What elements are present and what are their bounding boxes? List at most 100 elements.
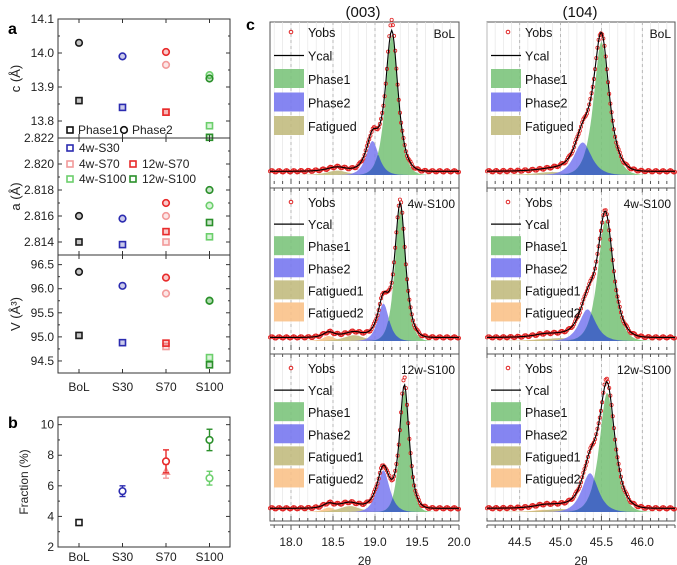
yobs-point xyxy=(387,34,392,39)
x-tick-label: S100 xyxy=(195,550,223,564)
area-phase2 xyxy=(270,141,459,175)
legend-label: Phase2 xyxy=(132,123,173,137)
legend-label: Ycal xyxy=(308,50,332,64)
plot-frame xyxy=(57,137,231,256)
legend-label: Fatigued1 xyxy=(525,284,581,298)
legend-swatch-fatigued1 xyxy=(274,446,304,466)
y-tick-label: 94.5 xyxy=(31,354,55,368)
data-point xyxy=(205,435,214,445)
legend-label: Phase1 xyxy=(308,73,350,87)
legend-swatch-fatigued1 xyxy=(274,280,304,300)
y-tick-label: 2 xyxy=(47,540,54,554)
sample-label: 4w-S100 xyxy=(408,197,456,211)
legend-swatch-phase1 xyxy=(274,236,304,256)
y-tick-label: 2.818 xyxy=(24,183,54,197)
data-point xyxy=(118,338,127,347)
data-point xyxy=(74,38,84,47)
legend-swatch-fatigued xyxy=(491,116,521,135)
area-phase2 xyxy=(487,473,675,512)
legend-label: 4w-S70 xyxy=(79,157,120,171)
legend-label: Phase1 xyxy=(525,73,567,87)
legend-swatch-phase2 xyxy=(274,424,304,444)
legend-swatch-fatigued2 xyxy=(274,302,304,322)
legend-label: Phase1 xyxy=(525,240,567,254)
data-point xyxy=(162,227,170,236)
legend-label: Yobs xyxy=(308,362,335,376)
legend-label: Yobs xyxy=(525,196,552,210)
yobs-point xyxy=(392,33,397,38)
legend-label: Phase1 xyxy=(308,406,350,420)
data-point xyxy=(75,331,83,340)
data-point xyxy=(118,281,127,290)
data-point xyxy=(75,518,83,527)
pattern-12w-S100: 12w-S100 Yobs Ycal Phase1 Phase2 Fatigued1 Fat… xyxy=(484,353,677,530)
data-point xyxy=(75,96,83,105)
legend-label: Fatigued1 xyxy=(308,284,364,298)
data-point xyxy=(118,240,127,249)
legend-label: Fatigued2 xyxy=(308,472,364,486)
legend: Yobs Ycal Phase1 Phase2 Fatigued xyxy=(274,26,357,135)
legend-marker xyxy=(66,126,74,134)
legend-marker xyxy=(119,125,129,135)
legend-label: Phase1 xyxy=(308,240,350,254)
plot-frame xyxy=(269,21,460,522)
data-point xyxy=(162,108,170,116)
area-fatigued1 xyxy=(487,509,675,512)
legend-swatch-phase1 xyxy=(274,402,304,422)
ycal-line xyxy=(487,31,675,172)
y-tick-label: 2.816 xyxy=(24,209,54,223)
legend-swatch-fatigued xyxy=(274,116,304,135)
y-tick-label: 96.5 xyxy=(31,258,55,272)
subplot-fraction: 10 8 6 4 2 BoL S30 S70 S100 Fraction (%) xyxy=(17,416,231,564)
y-tick-label: 13.8 xyxy=(31,114,55,128)
pattern-4w-S100: 4w-S100 Yobs Ycal Phase1 Phase2 Fatigued1 Fati… xyxy=(484,187,677,359)
area-phase2 xyxy=(487,309,675,341)
legend-swatch-phase1 xyxy=(491,402,521,422)
x-tick-label: 45.5 xyxy=(590,535,614,549)
data-point xyxy=(205,474,214,483)
legend-marker xyxy=(66,175,74,183)
legend-label: 4w-S30 xyxy=(79,141,120,155)
x-tick-label: 20.0 xyxy=(447,535,471,549)
legend-marker-yobs xyxy=(505,365,511,371)
data-point xyxy=(161,47,171,57)
x-tick-label: S30 xyxy=(112,380,134,394)
column-(104): (104) BoL Yobs Ycal Phase1 Phase2 Fatigued 4w-S… xyxy=(484,4,677,565)
data-point xyxy=(205,296,214,305)
data-point xyxy=(118,487,127,496)
y-tick-label: 6 xyxy=(47,479,54,493)
legend-label: Fatigued2 xyxy=(525,472,581,486)
legend-label: Phase1 xyxy=(525,406,567,420)
ycal-line xyxy=(487,380,675,509)
yobs-point xyxy=(456,170,461,175)
column-(003): (003) BoL Yobs Ycal Phase1 Phase2 Fatigued 4w-S… xyxy=(267,4,471,565)
x-tick-label: 18.5 xyxy=(321,535,345,549)
data-point xyxy=(205,353,214,362)
ycal-line xyxy=(270,200,459,338)
legend-marker xyxy=(129,175,137,183)
ycal-line xyxy=(270,383,459,509)
legend: Yobs Ycal Phase1 Phase2 Fatigued1 Fatigued2 xyxy=(491,362,581,488)
legend-label: Yobs xyxy=(308,196,335,210)
data-point xyxy=(118,103,127,112)
y-tick-label: 2.822 xyxy=(24,131,54,145)
legend-marker-yobs xyxy=(505,29,511,35)
y-axis-label: V (Å³) xyxy=(8,297,23,331)
legend-label: Fatigued xyxy=(308,120,357,134)
y-tick-label: 14.1 xyxy=(31,12,55,26)
legend-swatch-phase1 xyxy=(491,69,521,88)
legend-label: 12w-S70 xyxy=(142,157,190,171)
y-tick-label: 95.5 xyxy=(31,306,55,320)
pattern-BoL: BoL Yobs Ycal Phase1 Phase2 Fatigued xyxy=(484,22,677,193)
data-point xyxy=(162,339,170,347)
data-point xyxy=(74,211,84,221)
x-tick-label: S70 xyxy=(155,380,177,394)
area-overlap xyxy=(487,146,675,175)
legend-label: Yobs xyxy=(525,362,552,376)
legend-swatch-phase2 xyxy=(274,258,304,278)
legend-label: Ycal xyxy=(525,384,549,398)
y-tick-label: 13.9 xyxy=(31,80,55,94)
legend-marker xyxy=(129,160,137,168)
area-fatigued1 xyxy=(487,338,675,341)
